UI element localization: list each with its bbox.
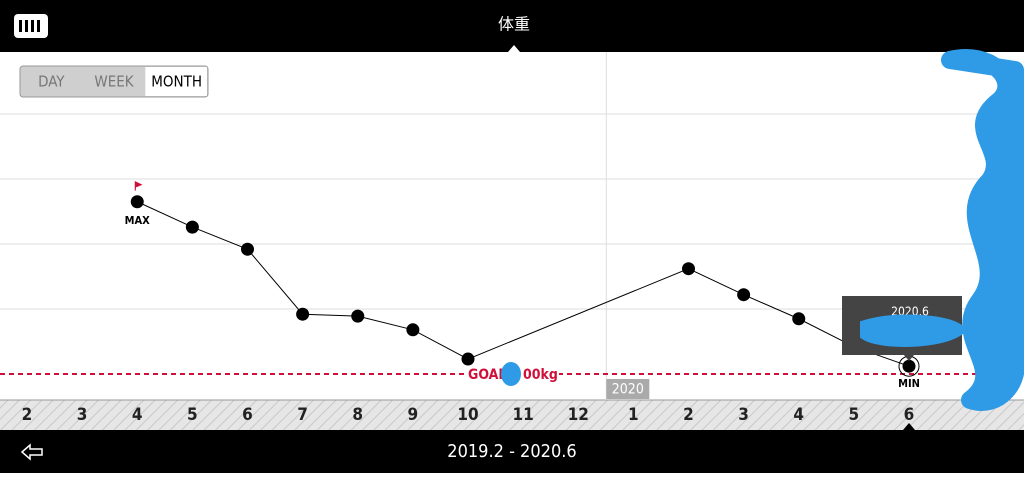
- tab-group: DAY WEEK MONTH: [19, 65, 209, 98]
- menu-icon[interactable]: [14, 14, 48, 38]
- year-marker-box: [606, 379, 650, 399]
- x-tick-label: 2: [683, 405, 694, 425]
- x-tick-label: 11: [512, 405, 533, 425]
- selected-pointer: [903, 423, 915, 430]
- x-tick-label: 3: [738, 405, 749, 425]
- tab[interactable]: MONTH: [151, 73, 202, 91]
- goal-label: GOAL: [468, 367, 506, 383]
- point: [130, 195, 144, 209]
- x-tick-label: 7: [297, 405, 308, 425]
- tab[interactable]: WEEK: [94, 73, 134, 91]
- x-tick-label: 5: [187, 405, 198, 425]
- point: [792, 312, 806, 326]
- x-tick-label: 3: [77, 405, 88, 425]
- header-pointer: [508, 45, 520, 52]
- point: [241, 242, 254, 256]
- point: [185, 220, 199, 234]
- header-title: 体重: [498, 15, 530, 34]
- x-axis-strip: [0, 400, 1024, 430]
- goal-label: 00kg: [523, 367, 558, 383]
- line: [137, 201, 910, 367]
- x-tick-label: 8: [352, 405, 363, 425]
- x-tick-label: 12: [568, 405, 589, 425]
- max-label: MAX: [125, 214, 151, 227]
- point: [406, 323, 420, 337]
- back-button[interactable]: [20, 443, 43, 461]
- point: [296, 307, 310, 321]
- x-tick-label: 6: [904, 405, 915, 425]
- x-tick-label: 9: [408, 405, 419, 425]
- point: [737, 288, 751, 302]
- bottom-bar: [0, 430, 1024, 473]
- x-tick-label: 1: [628, 405, 639, 425]
- point: [351, 309, 365, 323]
- tab-selected: [145, 67, 207, 96]
- tooltip-arrow: [904, 355, 914, 361]
- x-tick-label: 4: [793, 405, 804, 425]
- point: [902, 359, 916, 373]
- x-tick-label: 10: [457, 405, 478, 425]
- tab[interactable]: DAY: [38, 73, 65, 91]
- x-tick-label: 6: [242, 405, 253, 425]
- max-flag: [134, 180, 143, 191]
- x-tick-label: 4: [132, 405, 143, 425]
- x-tick-label: 2: [22, 405, 33, 425]
- point: [682, 262, 695, 276]
- min-label: MIN: [898, 377, 920, 390]
- x-tick-label: 5: [849, 405, 860, 425]
- top-bar: [0, 0, 1024, 52]
- date-range: 2019.2 - 2020.6: [447, 441, 576, 462]
- redaction: [501, 49, 1024, 411]
- year-marker: 2020: [612, 382, 644, 398]
- point: [461, 352, 475, 366]
